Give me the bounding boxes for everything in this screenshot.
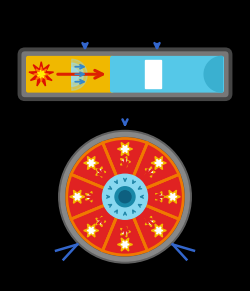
Polygon shape — [122, 229, 128, 235]
Wedge shape — [125, 197, 179, 251]
Polygon shape — [98, 219, 103, 224]
Polygon shape — [155, 227, 163, 234]
Wedge shape — [125, 143, 179, 197]
Polygon shape — [70, 190, 85, 203]
Bar — [145, 60, 161, 88]
Polygon shape — [151, 157, 166, 169]
Circle shape — [119, 191, 131, 203]
Polygon shape — [120, 157, 130, 167]
Polygon shape — [96, 167, 106, 177]
Polygon shape — [87, 159, 95, 166]
Polygon shape — [118, 143, 132, 155]
Wedge shape — [71, 197, 125, 251]
Polygon shape — [29, 62, 54, 86]
FancyBboxPatch shape — [110, 56, 224, 93]
Polygon shape — [145, 216, 155, 227]
Polygon shape — [151, 224, 166, 237]
Circle shape — [59, 130, 191, 263]
Polygon shape — [158, 194, 163, 200]
Circle shape — [67, 139, 183, 255]
Polygon shape — [121, 146, 129, 152]
Polygon shape — [118, 238, 132, 251]
Polygon shape — [147, 219, 153, 224]
Wedge shape — [71, 143, 125, 197]
FancyBboxPatch shape — [20, 49, 231, 99]
Polygon shape — [165, 190, 180, 203]
Polygon shape — [87, 227, 95, 234]
Polygon shape — [88, 194, 93, 200]
Polygon shape — [156, 191, 166, 202]
Polygon shape — [98, 169, 103, 175]
Wedge shape — [125, 175, 183, 219]
Polygon shape — [121, 241, 129, 248]
Circle shape — [61, 132, 189, 261]
Polygon shape — [38, 70, 45, 78]
Polygon shape — [147, 169, 153, 175]
Polygon shape — [204, 56, 222, 92]
Circle shape — [66, 138, 184, 256]
Polygon shape — [34, 67, 49, 82]
Polygon shape — [169, 193, 177, 200]
Polygon shape — [84, 157, 99, 169]
Polygon shape — [120, 226, 130, 237]
FancyBboxPatch shape — [26, 56, 114, 93]
Wedge shape — [67, 175, 125, 219]
Polygon shape — [122, 159, 128, 165]
Circle shape — [115, 187, 135, 207]
Polygon shape — [73, 193, 81, 200]
Polygon shape — [96, 216, 106, 227]
Polygon shape — [155, 159, 163, 166]
Polygon shape — [84, 224, 99, 237]
Polygon shape — [145, 167, 155, 177]
Wedge shape — [103, 197, 147, 255]
Circle shape — [102, 174, 148, 219]
Wedge shape — [103, 139, 147, 197]
Polygon shape — [86, 191, 96, 202]
